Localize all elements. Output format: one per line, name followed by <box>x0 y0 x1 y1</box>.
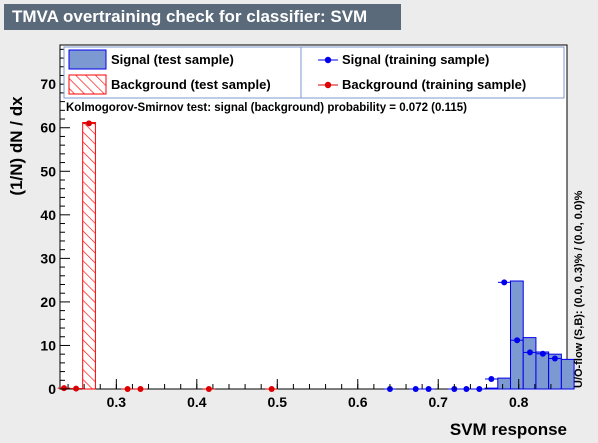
signal-training-point-11 <box>551 355 558 362</box>
x-tick-label: 0.3 <box>107 394 127 410</box>
x-tick-label: 0.7 <box>429 394 449 410</box>
signal-test-bar-4 <box>535 351 550 390</box>
background-training-point-6 <box>268 386 275 392</box>
histogram-layer <box>82 122 575 390</box>
background-training-point-2 <box>85 120 92 127</box>
legend-swatch-background-test <box>68 74 107 95</box>
legend-box-training <box>300 46 565 99</box>
signal-test-bar-3 <box>522 337 537 390</box>
signal-training-point-7 <box>501 279 508 286</box>
y-tick-label: 0 <box>48 381 56 397</box>
signal-training-point-10 <box>539 350 546 357</box>
signal-training-point-6 <box>488 375 495 382</box>
legend-swatch-signal-test <box>68 49 107 70</box>
signal-training-point-2 <box>425 386 432 392</box>
y-tick-label: 50 <box>40 163 56 179</box>
x-axis: 0.3 0.4 0.5 0.6 0.7 0.8 <box>67 379 552 410</box>
background-training-point-3 <box>124 386 131 392</box>
chart-title: TMVA overtraining check for classifier: … <box>4 4 401 30</box>
background-training-point-4 <box>137 386 144 392</box>
x-tick-label: 0.5 <box>268 394 288 410</box>
signal-training-point-9 <box>526 349 533 356</box>
signal-test-bar-1 <box>497 377 512 390</box>
x-axis-title: SVM response <box>450 420 567 439</box>
signal-test-bar-6 <box>560 358 575 390</box>
signal-training-point-8 <box>514 337 521 344</box>
background-training-point-1 <box>73 385 80 392</box>
y-axis: 0 10 20 30 40 50 60 70 <box>40 48 70 397</box>
overflow-annotation: U/O-flow (S,B): (0.0, 0.3)% / (0.0, 0.0)… <box>573 190 585 388</box>
signal-training-point-5 <box>476 386 483 392</box>
legend-label-background-test: Background (test sample) <box>111 77 271 92</box>
marker-layer <box>57 120 562 392</box>
signal-training-point-4 <box>463 386 470 392</box>
legend-label-signal-training: Signal (training sample) <box>342 52 489 67</box>
y-tick-label: 70 <box>40 76 56 92</box>
background-test-bar-0 <box>82 122 96 390</box>
x-tick-label: 0.6 <box>348 394 368 410</box>
background-training-point-0 <box>61 385 68 392</box>
y-axis-title: (1/N) dN / dx <box>7 96 26 196</box>
y-tick-label: 40 <box>40 207 56 223</box>
background-training-point-5 <box>205 386 212 392</box>
x-tick-label: 0.4 <box>187 394 207 410</box>
ks-test-annotation: Kolmogorov-Smirnov test: signal (backgro… <box>66 102 467 114</box>
legend-label-background-training: Background (training sample) <box>342 77 526 92</box>
legend: Signal (test sample) Background (test sa… <box>63 46 565 99</box>
y-tick-label: 30 <box>40 250 56 266</box>
y-tick-label: 10 <box>40 337 56 353</box>
legend-label-signal-test: Signal (test sample) <box>111 52 234 67</box>
y-tick-label: 20 <box>40 294 56 310</box>
plot-area <box>59 44 568 390</box>
signal-test-bar-2 <box>510 280 524 390</box>
x-tick-label: 0.8 <box>509 394 529 410</box>
signal-training-point-1 <box>412 386 419 392</box>
y-tick-label: 60 <box>40 120 56 136</box>
